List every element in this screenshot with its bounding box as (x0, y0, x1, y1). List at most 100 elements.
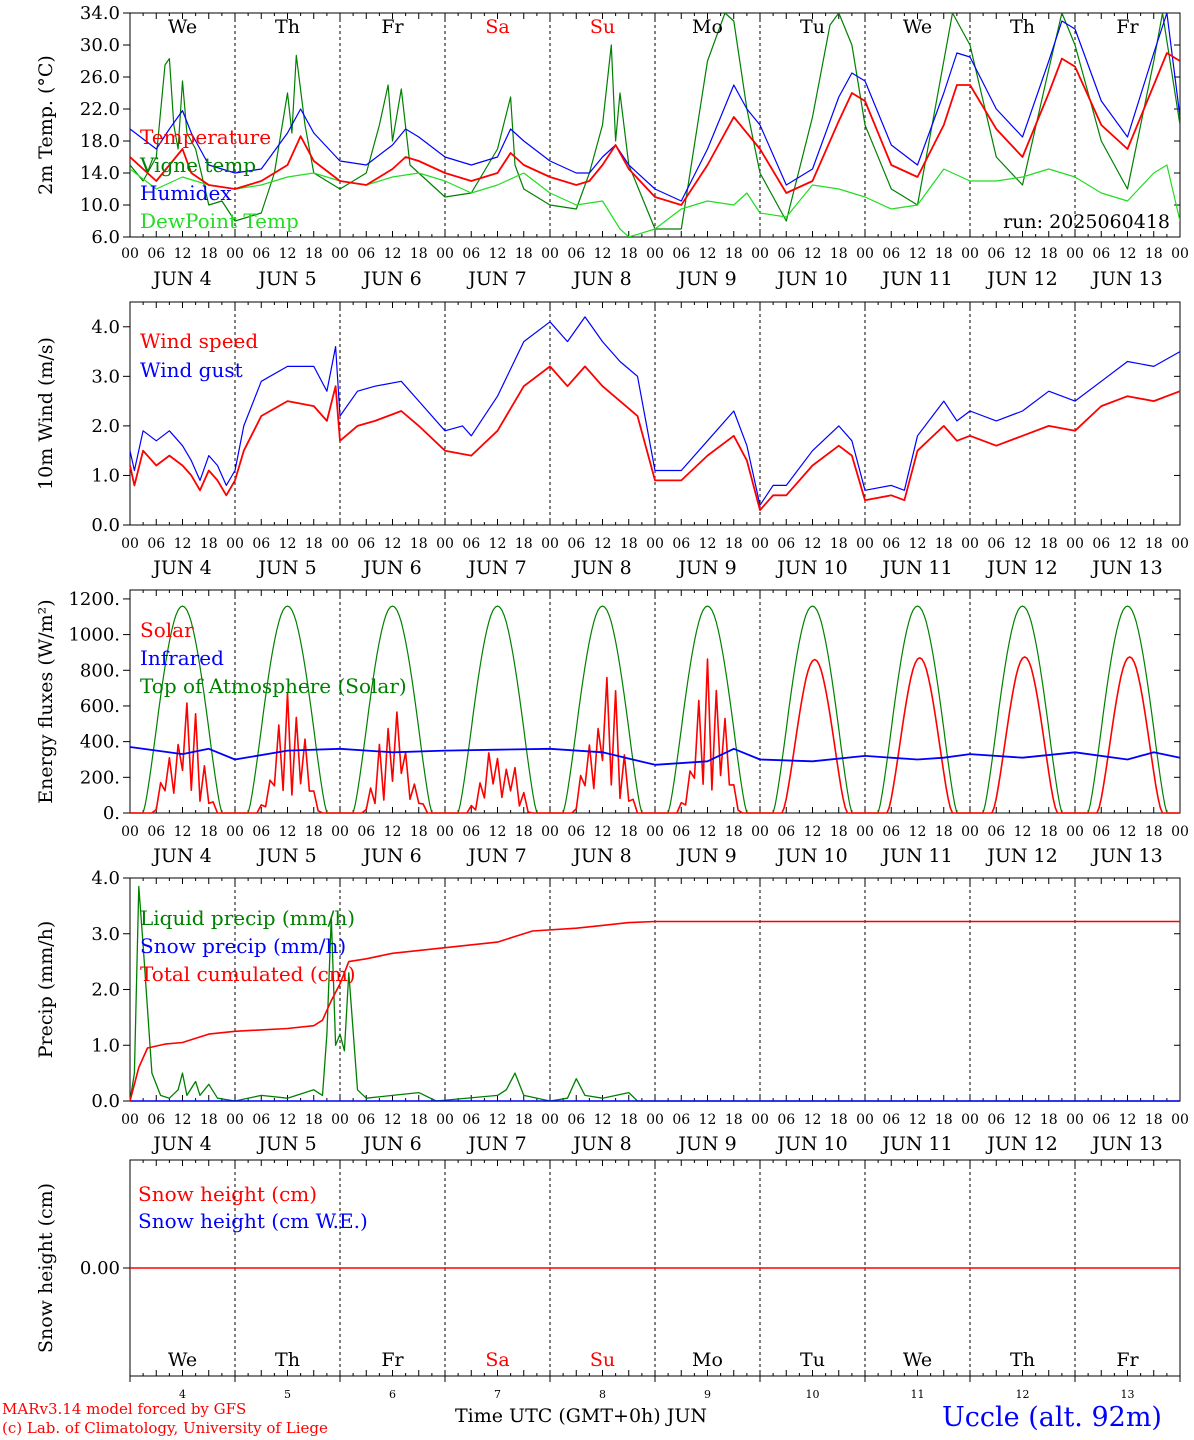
weekday-label: We (903, 16, 932, 38)
hour-tick-label: 18 (200, 246, 218, 262)
date-label: JUN 10 (775, 845, 847, 867)
hour-tick-label: 18 (1040, 824, 1058, 840)
hour-tick-label: 06 (462, 824, 480, 840)
hour-tick-label: 18 (1040, 1112, 1058, 1128)
hour-tick-label: 00 (1066, 824, 1084, 840)
hour-tick-label: 12 (279, 824, 297, 840)
hour-tick-label: 18 (830, 246, 848, 262)
date-label: JUN 9 (676, 557, 736, 579)
hour-tick-label: 12 (489, 1112, 507, 1128)
hour-tick-label: 18 (200, 824, 218, 840)
hour-tick-label: 18 (515, 246, 533, 262)
hour-tick-label: 18 (935, 1112, 953, 1128)
hour-tick-label: 12 (174, 824, 192, 840)
legend-vigne-temp: Vigne temp (139, 153, 256, 177)
hour-tick-label: 06 (672, 536, 690, 552)
hour-tick-label: 06 (1092, 824, 1110, 840)
hour-tick-label: 12 (1014, 824, 1032, 840)
hour-tick-label: 18 (725, 536, 743, 552)
y-tick-label: 1200. (68, 589, 120, 610)
panel-2: 0.0 1.0 2.0 3.0 4.0 10m Wind (m/s) 00 06 12 18 JUN… (35, 301, 1189, 579)
legend-dewpoint-temp: DewPoint Temp (140, 209, 299, 233)
date-label: JUN 9 (676, 845, 736, 867)
hour-tick-label: 00 (1066, 536, 1084, 552)
hour-tick-label: 18 (515, 824, 533, 840)
hour-tick-label: 18 (830, 536, 848, 552)
hour-tick-label: 06 (777, 246, 795, 262)
hour-tick-label: 12 (1014, 246, 1032, 262)
hour-tick-label: 00 (646, 824, 664, 840)
date-label: JUN 8 (571, 557, 631, 579)
hour-tick-label: 06 (567, 246, 585, 262)
hour-tick-label: 00 (751, 824, 769, 840)
y-axis-label: 2m Temp. (°C) (35, 55, 57, 195)
y-axis-label: Precip (mm/h) (35, 921, 57, 1059)
series-temperature (130, 52, 1180, 206)
hour-tick-label: 06 (1092, 246, 1110, 262)
hour-tick-label: 18 (830, 1112, 848, 1128)
hour-tick-label: 06 (252, 1112, 270, 1128)
y-axis-label: 10m Wind (m/s) (35, 337, 57, 490)
hour-tick-label: 00 (961, 1112, 979, 1128)
hour-tick-label: 00 (226, 1112, 244, 1128)
y-tick-label: 0.00 (80, 1258, 120, 1279)
hour-tick-label: 06 (1092, 1112, 1110, 1128)
date-label: JUN 11 (880, 1133, 952, 1155)
y-tick-label: 200. (80, 767, 120, 788)
hour-tick-label: 18 (725, 246, 743, 262)
hour-tick-label: 06 (147, 824, 165, 840)
hour-tick-label: 18 (620, 246, 638, 262)
y-tick-label: 6.0 (91, 227, 120, 248)
weekday-label: Mo (692, 16, 723, 38)
y-tick-label: 30.0 (80, 35, 120, 56)
date-label: JUN 6 (361, 845, 421, 867)
hour-tick-label: 06 (252, 246, 270, 262)
hour-tick-label: 18 (935, 824, 953, 840)
run-label: run: 2025060418 (1003, 211, 1170, 233)
hour-tick-label: 18 (515, 1112, 533, 1128)
date-label: JUN 5 (256, 557, 316, 579)
y-tick-label: 0.0 (91, 515, 120, 536)
weekday-label: Fr (1116, 1349, 1139, 1371)
y-tick-label: 1000. (68, 625, 120, 646)
date-label: JUN 6 (361, 557, 421, 579)
hour-tick-label: 12 (384, 246, 402, 262)
hour-tick-label: 12 (279, 246, 297, 262)
hour-tick-label: 00 (1171, 824, 1189, 840)
date-label: JUN 8 (571, 845, 631, 867)
date-label: JUN 10 (775, 268, 847, 290)
date-label: JUN 8 (571, 268, 631, 290)
hour-tick-label: 18 (1145, 536, 1163, 552)
day-number-label: 11 (911, 1388, 925, 1401)
model-credit: MARv3.14 model forced by GFS (2, 1400, 247, 1418)
date-label: JUN 13 (1090, 845, 1162, 867)
hour-tick-label: 00 (121, 824, 139, 840)
y-tick-label: 800. (80, 660, 120, 681)
hour-tick-label: 12 (909, 536, 927, 552)
day-number-label: 4 (179, 1388, 186, 1401)
hour-tick-label: 06 (147, 1112, 165, 1128)
weekday-label: We (903, 1349, 932, 1371)
date-label: JUN 12 (985, 845, 1057, 867)
weekday-label: Sa (485, 16, 509, 38)
series-wind-speed (129, 365, 1181, 512)
hour-tick-label: 00 (436, 536, 454, 552)
y-tick-label: 2.0 (91, 980, 120, 1001)
hour-tick-label: 00 (751, 246, 769, 262)
hour-tick-label: 12 (909, 824, 927, 840)
series-wind-gust (129, 316, 1181, 506)
hour-tick-label: 12 (699, 246, 717, 262)
weekday-label: Fr (1116, 16, 1139, 38)
date-label: JUN 5 (256, 1133, 316, 1155)
hour-tick-label: 18 (620, 536, 638, 552)
hour-tick-label: 12 (1119, 824, 1137, 840)
hour-tick-label: 12 (909, 246, 927, 262)
hour-tick-label: 12 (384, 536, 402, 552)
hour-tick-label: 00 (751, 536, 769, 552)
hour-tick-label: 12 (804, 824, 822, 840)
legend-humidex: Humidex (140, 181, 232, 205)
weekday-label: Mo (692, 1349, 723, 1371)
x-axis-title: Time UTC (GMT+0h) JUN (455, 1405, 707, 1427)
hour-tick-label: 12 (1014, 1112, 1032, 1128)
hour-tick-label: 06 (1092, 536, 1110, 552)
